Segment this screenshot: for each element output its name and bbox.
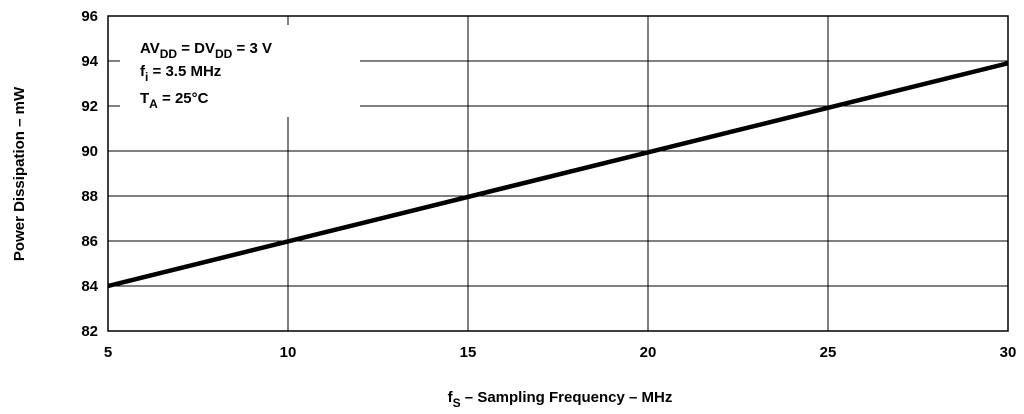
x-tick-label: 15 xyxy=(460,344,477,361)
y-tick-label: 94 xyxy=(81,53,98,70)
x-tick-label: 25 xyxy=(820,344,837,361)
x-tick-label: 5 xyxy=(104,344,112,361)
x-tick-label: 30 xyxy=(1000,344,1017,361)
annotation-background xyxy=(120,25,360,117)
plot-frame xyxy=(107,15,1009,332)
series-layer xyxy=(107,61,1009,289)
y-tick-label: 90 xyxy=(81,143,98,160)
power-dissipation-line xyxy=(107,61,1009,289)
y-tick-label: 92 xyxy=(81,98,98,115)
annotation-temperature: TA = 25°C xyxy=(140,90,209,111)
x-tick-label: 20 xyxy=(640,344,657,361)
y-tick-label: 82 xyxy=(81,323,98,340)
annotation-input-frequency: fi = 3.5 MHz xyxy=(140,63,221,84)
x-tick-labels: 5 10 15 20 25 30 xyxy=(104,344,1017,361)
y-tick-label: 84 xyxy=(81,278,98,295)
x-tick-label: 10 xyxy=(280,344,297,361)
y-tick-labels: 82 84 86 88 90 92 94 96 xyxy=(81,8,98,340)
y-tick-label: 86 xyxy=(81,233,98,250)
y-tick-label: 88 xyxy=(81,188,98,205)
x-axis-title: fS – Sampling Frequency – MHz xyxy=(448,389,673,410)
y-axis-title: Power Dissipation – mW xyxy=(11,86,28,261)
y-tick-label: 96 xyxy=(81,8,98,25)
annotation-supply-voltage: AVDD = DVDD = 3 V xyxy=(140,40,272,61)
